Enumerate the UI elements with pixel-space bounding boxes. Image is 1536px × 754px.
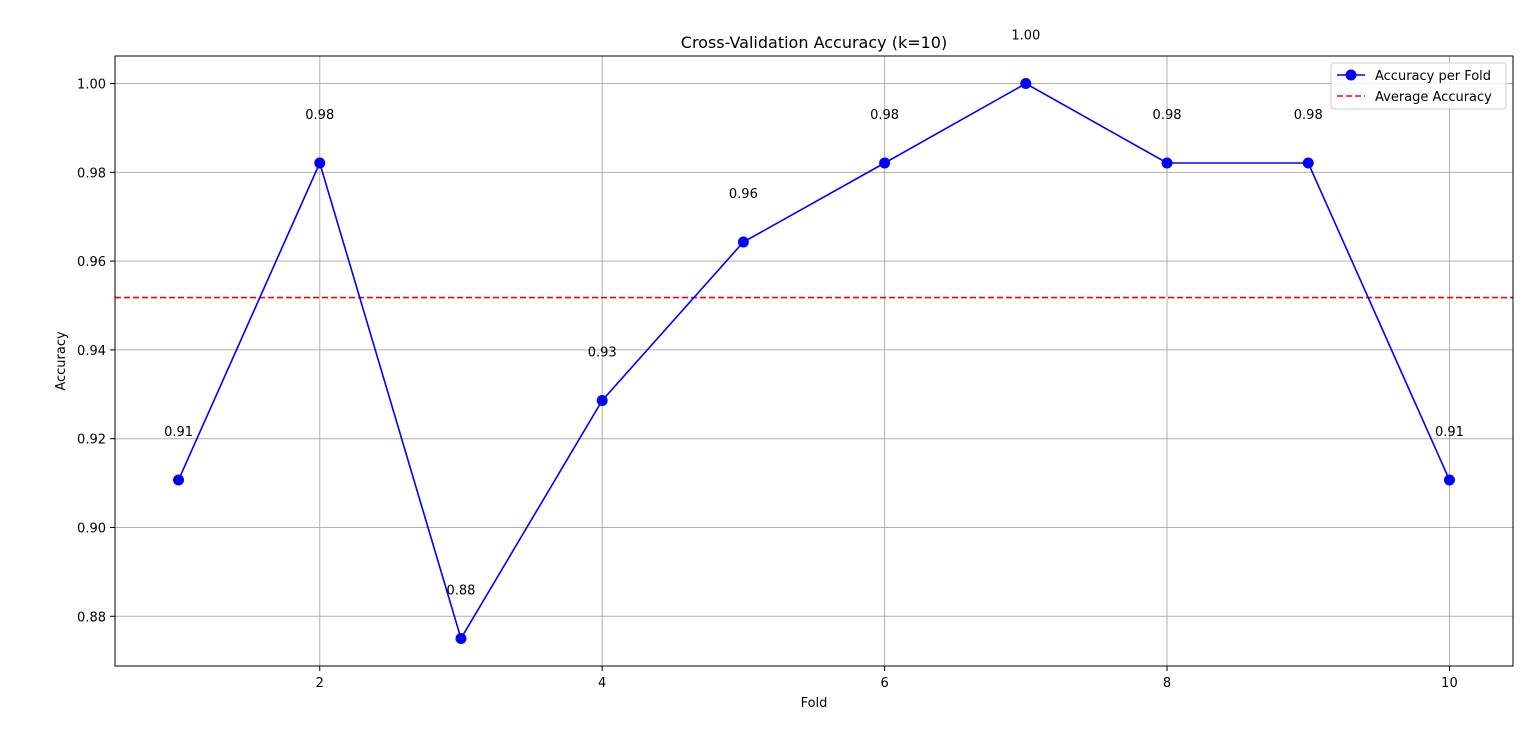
y-tick-label: 1.00 [77, 78, 106, 93]
y-axis-title: Accuracy [54, 331, 69, 391]
accuracy-series-line [177, 82, 1451, 641]
accuracy-point [596, 395, 608, 407]
legend: Accuracy per Fold Average Accuracy [1330, 62, 1507, 110]
y-tick-label: 0.96 [77, 255, 106, 270]
series-layer [173, 78, 1455, 644]
x-tick-label: 6 [880, 676, 888, 691]
legend-series-label: Accuracy per Fold [1375, 69, 1491, 84]
legend-series-marker [1345, 69, 1357, 81]
accuracy-point [737, 236, 749, 248]
chart-title: Cross-Validation Accuracy (k=10) [681, 33, 947, 52]
accuracy-data-label: 0.98 [305, 108, 334, 123]
accuracy-point [173, 474, 185, 486]
accuracy-data-label: 0.98 [1294, 108, 1323, 123]
data-labels: 0.91 0.98 0.88 0.93 0.96 0.98 1.00 0.98 0.98 0.91 [164, 29, 1464, 599]
accuracy-data-label: 0.88 [446, 583, 475, 598]
y-tick-label: 0.98 [77, 166, 106, 181]
y-axis-ticks: 0.88 0.90 0.92 0.94 0.96 0.98 1.00 [77, 78, 115, 625]
accuracy-data-label: 0.91 [164, 425, 193, 440]
accuracy-point [879, 157, 891, 169]
legend-box [1330, 62, 1507, 110]
accuracy-data-label: 1.00 [1011, 29, 1040, 44]
x-tick-label: 2 [316, 676, 324, 691]
accuracy-point [1302, 157, 1314, 169]
x-tick-label: 8 [1163, 676, 1171, 691]
x-axis-title: Fold [801, 696, 828, 711]
y-tick-label: 0.88 [77, 610, 106, 625]
y-tick-label: 0.92 [77, 433, 106, 448]
accuracy-data-label: 0.91 [1435, 425, 1464, 440]
accuracy-point [455, 632, 467, 644]
accuracy-data-label: 0.93 [588, 346, 617, 361]
x-tick-label: 10 [1441, 676, 1458, 691]
legend-average-label: Average Accuracy [1375, 90, 1492, 105]
accuracy-data-label: 0.98 [1153, 108, 1182, 123]
accuracy-point [314, 157, 326, 169]
plot-frame [114, 55, 1514, 667]
accuracy-point [1443, 474, 1455, 486]
accuracy-point [1020, 78, 1032, 90]
x-tick-label: 4 [598, 676, 606, 691]
x-axis-ticks: 2 4 6 8 10 [316, 666, 1458, 691]
accuracy-data-label: 0.98 [870, 108, 899, 123]
y-tick-label: 0.90 [77, 521, 106, 536]
y-tick-label: 0.94 [77, 344, 106, 359]
accuracy-point [1161, 157, 1173, 169]
accuracy-data-label: 0.96 [729, 187, 758, 202]
